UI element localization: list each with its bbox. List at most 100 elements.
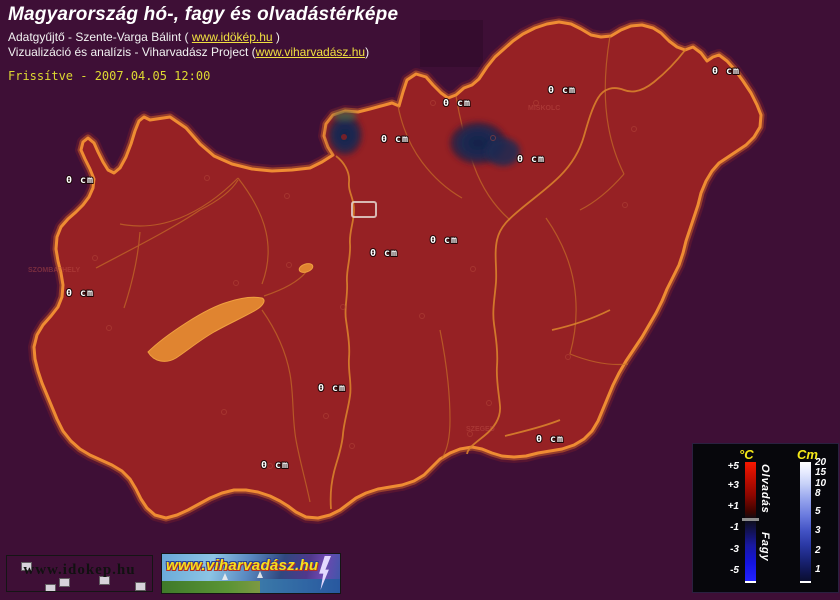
river-koros (551, 309, 611, 331)
header: Magyarország hó-, fagy és olvadástérképe… (8, 4, 398, 83)
city-marker (490, 135, 496, 141)
snow-patch-bukk (486, 138, 520, 166)
city-marker (92, 255, 98, 261)
rivers (329, 48, 687, 510)
frost-scale-label: Fagy (759, 532, 771, 562)
city-marker (349, 443, 355, 449)
melt-scale-label: Olvadás (759, 464, 771, 514)
lakes (147, 263, 314, 362)
sailboat-icon (257, 571, 263, 578)
snow-depth-label: 0 cm (548, 85, 576, 96)
city-name-label: SZOMBATHELY (28, 267, 80, 274)
snow-depth-label: 0 cm (430, 235, 458, 246)
idokep-banner[interactable]: www.idokep.hu (6, 555, 153, 592)
temp-unit-label: °C (739, 447, 754, 462)
snow-tick-label: 2 (815, 545, 821, 556)
snow-tick-label: 5 (815, 506, 821, 517)
temp-colorbar (745, 462, 756, 583)
temp-zero-marker (742, 518, 759, 521)
river-danube (329, 155, 355, 510)
city-marker (233, 280, 239, 286)
viharvadasz-link[interactable]: www.viharvadász.hu (255, 45, 366, 59)
temp-badge (45, 584, 56, 591)
city-marker (470, 266, 476, 272)
city-marker (565, 354, 571, 360)
temp-tick-label: -1 (730, 522, 739, 533)
river-tisza (466, 48, 687, 455)
banner-water-strip (259, 579, 340, 593)
idokep-banner-text: www.idokep.hu (23, 562, 136, 578)
city-marker (221, 409, 227, 415)
city-marker (622, 202, 628, 208)
city-marker (323, 413, 329, 419)
city-marker (340, 304, 346, 310)
city-name-label: SZEGED (466, 426, 495, 433)
temp-badge (59, 578, 70, 587)
city-marker (430, 100, 436, 106)
temp-tick-label: -3 (730, 544, 739, 555)
snow-patches (328, 111, 520, 166)
snow-tick-label: 10 (815, 478, 827, 489)
snow-depth-label: 0 cm (66, 175, 94, 186)
credit1-suffix: ) (272, 30, 280, 44)
budapest-symbol (351, 201, 377, 218)
snow-depth-label: 0 cm (536, 434, 564, 445)
snow-depth-label: 0 cm (517, 154, 545, 165)
country-outline (28, 16, 767, 524)
snow-tick-label: 15 (815, 467, 827, 478)
city-marker (204, 175, 210, 181)
city-marker (486, 400, 492, 406)
snow-depth-label: 0 cm (712, 66, 740, 77)
city-marker (533, 100, 539, 106)
city-marker (631, 126, 637, 132)
sailboat-icon (222, 573, 228, 580)
lightning-icon (319, 556, 331, 590)
snow-tick-label: 1 (815, 564, 821, 575)
snow-patch-borzsony-green-edge (333, 111, 357, 121)
legend-panel: °C Cm Olvadás Fagy +5 +3 +1 -1 -3 -5 20 15 10 8 5… (692, 443, 839, 593)
credit2-text: Vizualizáció és analízis - Viharvadász P… (8, 45, 256, 59)
city-marker (467, 431, 473, 437)
river-maros (504, 419, 561, 437)
snow-unit-label: Cm (797, 447, 818, 462)
snow-colorbar (800, 462, 811, 583)
snow-depth-label: 0 cm (443, 98, 471, 109)
map-edge-artifact (420, 20, 483, 67)
snow-depth-label: 0 cm (318, 383, 346, 394)
credit2-suffix: ) (365, 45, 370, 59)
snow-depth-label: 0 cm (261, 460, 289, 471)
city-names: SZOMBATHELY MISKOLC SZEGED (28, 105, 560, 433)
temp-tick-label: -5 (730, 565, 739, 576)
city-marker (267, 463, 273, 469)
snow-tick-label: 20 (815, 457, 827, 468)
lake-balaton (147, 296, 265, 362)
credit1-text: Adatgyűjtő - Szente-Varga Bálint ( (8, 30, 192, 44)
snow-tick-label: 3 (815, 525, 821, 536)
viharvadasz-banner-text: www.viharvadász.hu (166, 557, 319, 574)
temp-tick-label: +5 (727, 461, 739, 472)
viharvadasz-banner[interactable]: www.viharvadász.hu (161, 553, 341, 594)
snow-tick-label: 8 (815, 488, 821, 499)
temp-tick-label: +3 (727, 480, 739, 491)
temp-badge (99, 576, 110, 585)
snow-depth-labels: 0 cm 0 cm 0 cm 0 cm 0 cm 0 cm 0 cm 0 cm 0 cm 0 cm… (65, 65, 740, 472)
temp-tick-label: +1 (727, 501, 739, 512)
temp-badge (135, 582, 146, 591)
banner-beach-strip (162, 581, 273, 593)
city-marker (419, 313, 425, 319)
temp-badge (21, 562, 32, 571)
snow-depth-label: 0 cm (381, 134, 409, 145)
city-markers (92, 100, 637, 469)
city-marker (284, 193, 290, 199)
county-borders (95, 35, 629, 503)
city-marker (106, 325, 112, 331)
idokep-link[interactable]: www.idökép.hu (191, 30, 273, 44)
city-marker (286, 262, 292, 268)
lake-velence (298, 263, 314, 273)
city-name-label: MISKOLC (528, 105, 560, 112)
snow-depth-label: 0 cm (66, 288, 94, 299)
credit-line-visualization: Vizualizáció és analízis - Viharvadász P… (8, 45, 398, 60)
credit-line-datacollector: Adatgyűjtő - Szente-Varga Bálint ( www.i… (8, 30, 398, 45)
